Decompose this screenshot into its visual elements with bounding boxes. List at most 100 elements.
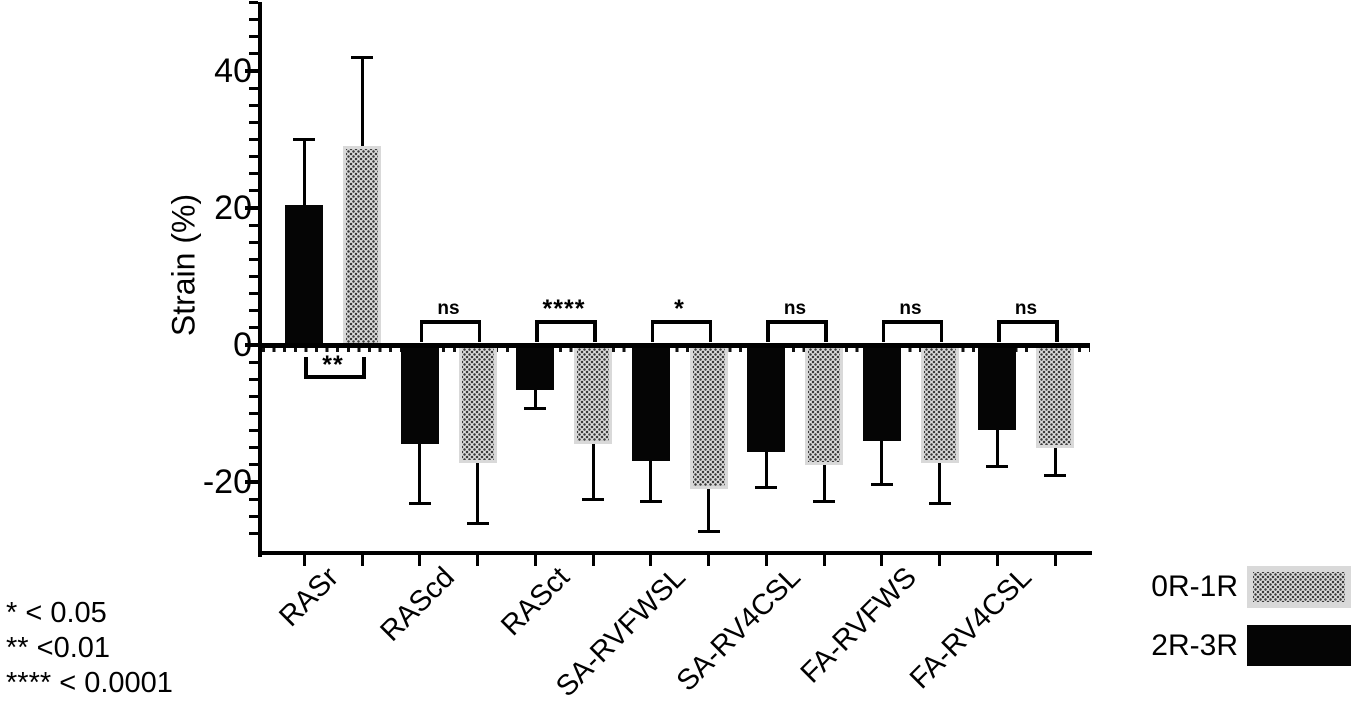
y-minor-tick [249,377,258,381]
x-tick [764,555,768,566]
sig-bracket-stub [535,320,539,342]
y-tick-label: 40 [214,52,252,90]
y-axis [258,2,262,557]
bar [920,344,959,463]
error-bar-cap [293,138,315,141]
y-minor-tick [249,463,258,467]
bar [343,146,381,347]
zero-line [262,343,1090,348]
significance-key: * < 0.05 ** <0.01 **** < 0.0001 [6,596,173,701]
sig-key-line: **** < 0.0001 [6,667,173,699]
x-tick [822,555,826,566]
y-major-tick [245,206,258,210]
error-bar-cap [928,501,951,505]
legend-label: 0R-1R [1151,570,1238,603]
bar [458,344,497,463]
y-major-tick [245,480,258,484]
error-bar [938,462,941,504]
bar [285,204,323,347]
error-bar-cap [582,498,604,502]
y-minor-tick [249,394,258,398]
error-bar [533,389,537,409]
error-bar-cap [986,465,1008,469]
y-minor-tick [249,103,258,107]
legend-item: 2R-3R [1108,625,1351,666]
y-major-tick [245,343,258,347]
y-minor-tick [249,240,258,244]
y-minor-tick [249,52,258,56]
bar [978,344,1016,430]
error-bar-cap [351,55,373,59]
y-minor-tick [249,172,258,176]
error-bar-cap [1044,474,1066,478]
sig-bracket-stub [997,320,1001,342]
error-bar-cap [870,483,893,487]
y-tick-label: 0 [233,326,252,364]
y-tick-label: 20 [214,189,252,227]
y-minor-tick [249,412,258,415]
bar [516,344,554,390]
error-bar [995,429,999,467]
sig-label: ** [322,351,344,379]
error-bar [476,462,479,524]
y-minor-tick [249,138,258,141]
error-bar-cap [639,499,662,503]
error-bar [302,139,306,205]
error-bar [707,488,710,532]
y-minor-tick [249,275,258,278]
legend-label: 2R-3R [1151,628,1238,662]
y-minor-tick [249,446,258,450]
x-tick [1053,555,1057,566]
sig-bracket-stub [650,320,654,342]
error-bar [880,440,883,485]
y-minor-tick [249,292,258,296]
bar [400,344,439,444]
x-tick [476,555,479,566]
sig-bracket [650,320,712,324]
x-tick [707,555,710,566]
y-minor-tick [249,497,258,501]
error-bar-cap [697,529,720,533]
sig-bracket-stub [477,320,481,342]
bar [862,344,901,441]
error-bar [822,464,826,502]
sig-bracket [766,320,828,324]
bar [805,344,843,465]
sig-bracket-stub [824,320,828,342]
y-minor-tick [249,531,258,535]
error-bar-cap [408,502,431,506]
error-bar-cap [755,485,777,489]
error-bar-cap [466,521,489,525]
y-minor-tick [249,429,258,433]
bar [631,344,670,462]
sig-bracket [997,320,1059,324]
error-bar [418,443,421,504]
sig-key-line: ** <0.01 [6,632,111,664]
y-minor-tick [249,18,258,22]
y-minor-tick [249,326,258,330]
bar [574,344,612,444]
y-minor-tick [249,514,258,518]
error-bar-cap [524,407,546,411]
y-minor-tick [249,120,258,124]
legend: 0R-1R 2R-3R [1108,563,1351,666]
zero-line-ticks [262,347,1090,352]
error-bar [360,57,364,147]
legend-item: 0R-1R [1108,566,1351,608]
sig-label: ns [899,298,922,319]
y-minor-tick [249,155,258,159]
sig-bracket [304,375,366,379]
sig-bracket-stub [419,320,423,342]
x-tick [302,555,306,566]
error-bar [591,443,595,500]
y-tick-label: -20 [202,463,252,501]
sig-label: ns [783,298,807,319]
sig-label: * [674,295,685,323]
legend-swatch-dotted-icon [1247,566,1351,608]
sig-bracket [419,320,481,324]
sig-bracket [535,320,597,324]
y-minor-tick [249,86,258,90]
x-tick [649,555,652,566]
bar [747,344,785,452]
